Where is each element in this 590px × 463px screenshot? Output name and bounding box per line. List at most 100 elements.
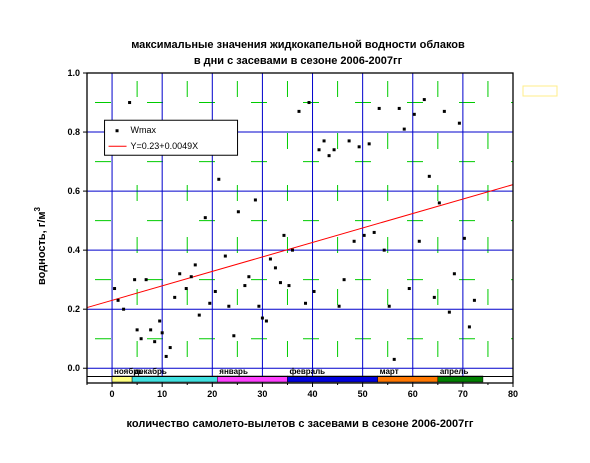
- data-point: [213, 289, 217, 293]
- data-point: [427, 174, 431, 178]
- data-point: [307, 101, 311, 105]
- data-point: [407, 287, 411, 291]
- data-point: [139, 337, 143, 341]
- x-tick-label: 70: [458, 389, 468, 399]
- data-point: [178, 272, 182, 276]
- data-point: [189, 275, 193, 279]
- data-point: [282, 233, 286, 237]
- data-point: [203, 216, 207, 220]
- data-point: [347, 139, 351, 143]
- y-axis-label: водность, г/м3: [33, 206, 48, 285]
- data-point: [173, 295, 177, 299]
- data-point: [342, 278, 346, 282]
- x-axis-label: количество самолето-вылетов с засевами в…: [127, 418, 474, 430]
- data-point: [113, 287, 117, 291]
- data-point: [232, 334, 236, 338]
- y-tick-label: 0.4: [67, 245, 80, 255]
- x-tick-label: 10: [157, 389, 167, 399]
- data-point: [387, 304, 391, 308]
- data-point: [193, 263, 197, 267]
- data-point: [116, 298, 120, 302]
- data-point: [462, 236, 466, 240]
- data-point: [217, 177, 221, 181]
- data-point: [457, 121, 461, 125]
- data-point: [432, 295, 436, 299]
- data-point: [332, 148, 336, 152]
- y-tick-label: 0.2: [67, 304, 80, 314]
- data-point: [290, 248, 294, 252]
- data-point: [367, 142, 371, 146]
- data-point: [133, 278, 137, 282]
- data-point: [442, 109, 446, 113]
- data-point: [243, 284, 247, 288]
- data-point: [135, 328, 139, 332]
- data-point: [297, 109, 301, 113]
- data-point: [128, 101, 132, 105]
- month-bar: [437, 375, 484, 383]
- month-label: январь: [219, 367, 248, 376]
- data-point: [402, 127, 406, 131]
- data-point: [397, 106, 401, 110]
- y-tick-label: 1.0: [67, 68, 80, 78]
- data-point: [422, 98, 426, 102]
- data-point: [452, 272, 456, 276]
- data-point: [223, 254, 227, 258]
- data-point: [264, 319, 268, 323]
- data-point: [377, 106, 381, 110]
- data-point: [153, 340, 157, 344]
- chart-title-line2: в дни с засевами в сезоне 2006-2007гг: [194, 55, 403, 67]
- data-point: [417, 239, 421, 243]
- data-point: [184, 287, 188, 291]
- month-label: декабрь: [134, 367, 167, 376]
- data-point: [160, 331, 164, 335]
- month-label: апрель: [440, 367, 469, 376]
- x-tick-label: 50: [358, 389, 368, 399]
- data-point: [327, 154, 331, 158]
- x-tick-label: 80: [508, 389, 518, 399]
- month-label: ноябрь: [114, 367, 143, 376]
- data-point: [158, 319, 162, 323]
- data-point: [447, 310, 451, 314]
- data-point: [392, 357, 396, 361]
- data-point: [317, 148, 321, 152]
- data-point: [227, 304, 231, 308]
- data-point: [372, 230, 376, 234]
- legend: [104, 119, 239, 156]
- data-point: [304, 301, 308, 305]
- legend-marker-wmax: [115, 129, 119, 133]
- data-point: [357, 145, 361, 149]
- data-point: [287, 284, 291, 288]
- data-point: [260, 316, 264, 320]
- data-point: [437, 201, 441, 205]
- fit-line: [86, 184, 514, 309]
- x-tick-label: 40: [308, 389, 318, 399]
- month-label: февраль: [289, 367, 325, 376]
- y-tick-label: 0.6: [67, 186, 80, 196]
- data-point: [382, 248, 386, 252]
- data-point: [149, 328, 153, 332]
- data-point: [362, 233, 366, 237]
- month-label: март: [380, 367, 399, 376]
- data-point: [312, 289, 316, 293]
- chart-title-line1: максимальные значения жидкокапельной вод…: [131, 39, 465, 51]
- legend-box-empty: [522, 85, 558, 97]
- data-point: [247, 275, 251, 279]
- data-point: [257, 304, 261, 308]
- data-point: [168, 346, 172, 350]
- x-tick-label: 30: [257, 389, 267, 399]
- data-point: [352, 239, 356, 243]
- data-point: [278, 281, 282, 285]
- data-point: [337, 304, 341, 308]
- x-tick-label: 0: [110, 389, 115, 399]
- data-point: [273, 266, 277, 270]
- data-point: [197, 313, 201, 317]
- data-point: [268, 257, 272, 261]
- x-tick-label: 20: [207, 389, 217, 399]
- data-point: [253, 198, 257, 202]
- legend-label-fit: Y=0.23+0.0049X: [131, 141, 199, 151]
- data-point: [208, 301, 212, 305]
- y-tick-label: 0.8: [67, 127, 80, 137]
- data-point: [412, 112, 416, 116]
- x-tick-label: 60: [408, 389, 418, 399]
